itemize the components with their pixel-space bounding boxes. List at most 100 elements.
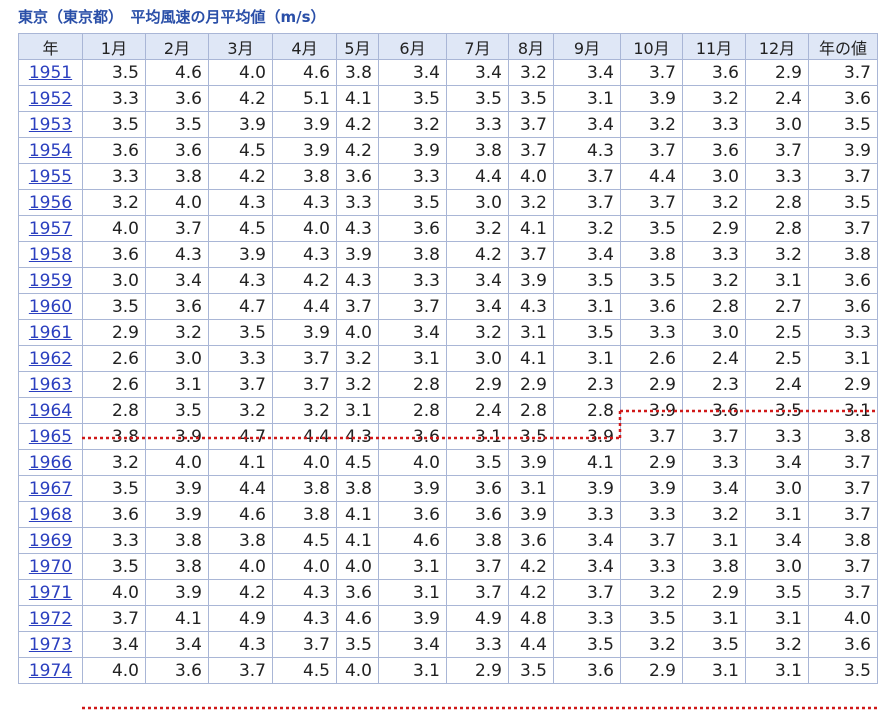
year-link[interactable]: 1963 [28,374,73,395]
value-cell: 4.1 [336,501,379,528]
value-cell: 3.2 [446,215,509,242]
value-cell: 3.7 [808,579,878,606]
value-cell: 3.9 [508,449,554,476]
year-link[interactable]: 1973 [28,634,73,655]
value-cell: 3.6 [82,501,146,528]
value-cell: 4.2 [272,267,337,294]
year-link[interactable]: 1961 [28,322,73,343]
value-cell: 3.4 [553,553,621,580]
year-link[interactable]: 1951 [28,62,73,83]
value-cell: 3.5 [508,423,554,450]
value-cell: 3.4 [82,631,146,658]
value-cell: 3.7 [808,501,878,528]
value-cell: 4.2 [446,241,509,268]
year-cell: 1974 [18,657,83,684]
value-cell: 3.0 [145,345,209,372]
value-cell: 3.8 [682,553,746,580]
value-cell: 3.1 [378,345,447,372]
data-row: 1960 3.5 3.6 4.7 4.4 3.7 3.7 3.4 4.3 3.1 3.6 2.8 2.7… [18,293,878,320]
value-cell: 3.2 [378,111,447,138]
value-cell: 3.6 [378,501,447,528]
year-link[interactable]: 1957 [28,218,73,239]
value-cell: 2.9 [808,371,878,398]
value-cell: 3.0 [745,475,809,502]
year-link[interactable]: 1958 [28,244,73,265]
value-cell: 3.6 [808,85,878,112]
value-cell: 4.3 [208,267,273,294]
value-cell: 3.9 [620,397,683,424]
value-cell: 3.6 [682,59,746,86]
value-cell: 4.1 [508,345,554,372]
value-cell: 3.7 [682,423,746,450]
value-cell: 3.8 [378,241,447,268]
value-cell: 4.0 [82,579,146,606]
value-cell: 3.7 [145,215,209,242]
value-cell: 3.2 [620,631,683,658]
year-link[interactable]: 1953 [28,114,73,135]
value-cell: 3.7 [553,189,621,216]
value-cell: 3.7 [446,579,509,606]
year-link[interactable]: 1955 [28,166,73,187]
year-cell: 1966 [18,449,83,476]
value-cell: 3.2 [745,241,809,268]
value-cell: 3.1 [336,397,379,424]
value-cell: 3.3 [82,85,146,112]
value-cell: 3.6 [378,423,447,450]
value-cell: 3.7 [620,189,683,216]
year-link[interactable]: 1960 [28,296,73,317]
value-cell: 3.2 [620,579,683,606]
value-cell: 2.5 [745,319,809,346]
column-header: 1月 [82,33,146,60]
year-link[interactable]: 1965 [28,426,73,447]
year-link[interactable]: 1952 [28,88,73,109]
year-link[interactable]: 1956 [28,192,73,213]
year-link[interactable]: 1968 [28,504,73,525]
year-cell: 1961 [18,319,83,346]
data-row: 1958 3.6 4.3 3.9 4.3 3.9 3.8 4.2 3.7 3.4 3.8 3.3 3.2… [18,241,878,268]
value-cell: 3.1 [745,657,809,684]
year-link[interactable]: 1962 [28,348,73,369]
data-row: 1964 2.8 3.5 3.2 3.2 3.1 2.8 2.4 2.8 2.8 3.9 3.6 3.5… [18,397,878,424]
value-cell: 3.2 [682,85,746,112]
year-link[interactable]: 1966 [28,452,73,473]
value-cell: 3.8 [208,527,273,554]
value-cell: 3.3 [208,345,273,372]
value-cell: 3.8 [272,501,337,528]
year-link[interactable]: 1970 [28,556,73,577]
value-cell: 3.1 [682,605,746,632]
value-cell: 3.9 [336,241,379,268]
value-cell: 3.1 [446,423,509,450]
data-row: 1954 3.6 3.6 4.5 3.9 4.2 3.9 3.8 3.7 4.3 3.7 3.6 3.7… [18,137,878,164]
column-header: 9月 [553,33,621,60]
year-link[interactable]: 1972 [28,608,73,629]
year-link[interactable]: 1971 [28,582,73,603]
value-cell: 4.2 [336,111,379,138]
year-link[interactable]: 1964 [28,400,73,421]
value-cell: 3.5 [208,319,273,346]
value-cell: 4.0 [82,657,146,684]
value-cell: 3.7 [808,475,878,502]
year-link[interactable]: 1954 [28,140,73,161]
value-cell: 4.6 [208,501,273,528]
data-row: 1965 3.8 3.9 4.7 4.4 4.3 3.6 3.1 3.5 3.9 3.7 3.7 3.3… [18,423,878,450]
value-cell: 3.4 [553,527,621,554]
value-cell: 3.5 [553,631,621,658]
value-cell: 4.2 [508,553,554,580]
value-cell: 3.9 [272,137,337,164]
value-cell: 3.4 [145,267,209,294]
value-cell: 3.1 [508,319,554,346]
value-cell: 3.5 [745,397,809,424]
value-cell: 2.8 [508,397,554,424]
year-cell: 1968 [18,501,83,528]
data-row: 1972 3.7 4.1 4.9 4.3 4.6 3.9 4.9 4.8 3.3 3.5 3.1 3.1… [18,605,878,632]
value-cell: 3.6 [682,137,746,164]
value-cell: 4.2 [208,163,273,190]
year-link[interactable]: 1967 [28,478,73,499]
year-link[interactable]: 1969 [28,530,73,551]
data-row: 1973 3.4 3.4 4.3 3.7 3.5 3.4 3.3 4.4 3.5 3.2 3.5 3.2… [18,631,878,658]
data-row: 1970 3.5 3.8 4.0 4.0 4.0 3.1 3.7 4.2 3.4 3.3 3.8 3.0… [18,553,878,580]
value-cell: 4.3 [145,241,209,268]
year-link[interactable]: 1974 [28,660,73,681]
year-link[interactable]: 1959 [28,270,73,291]
